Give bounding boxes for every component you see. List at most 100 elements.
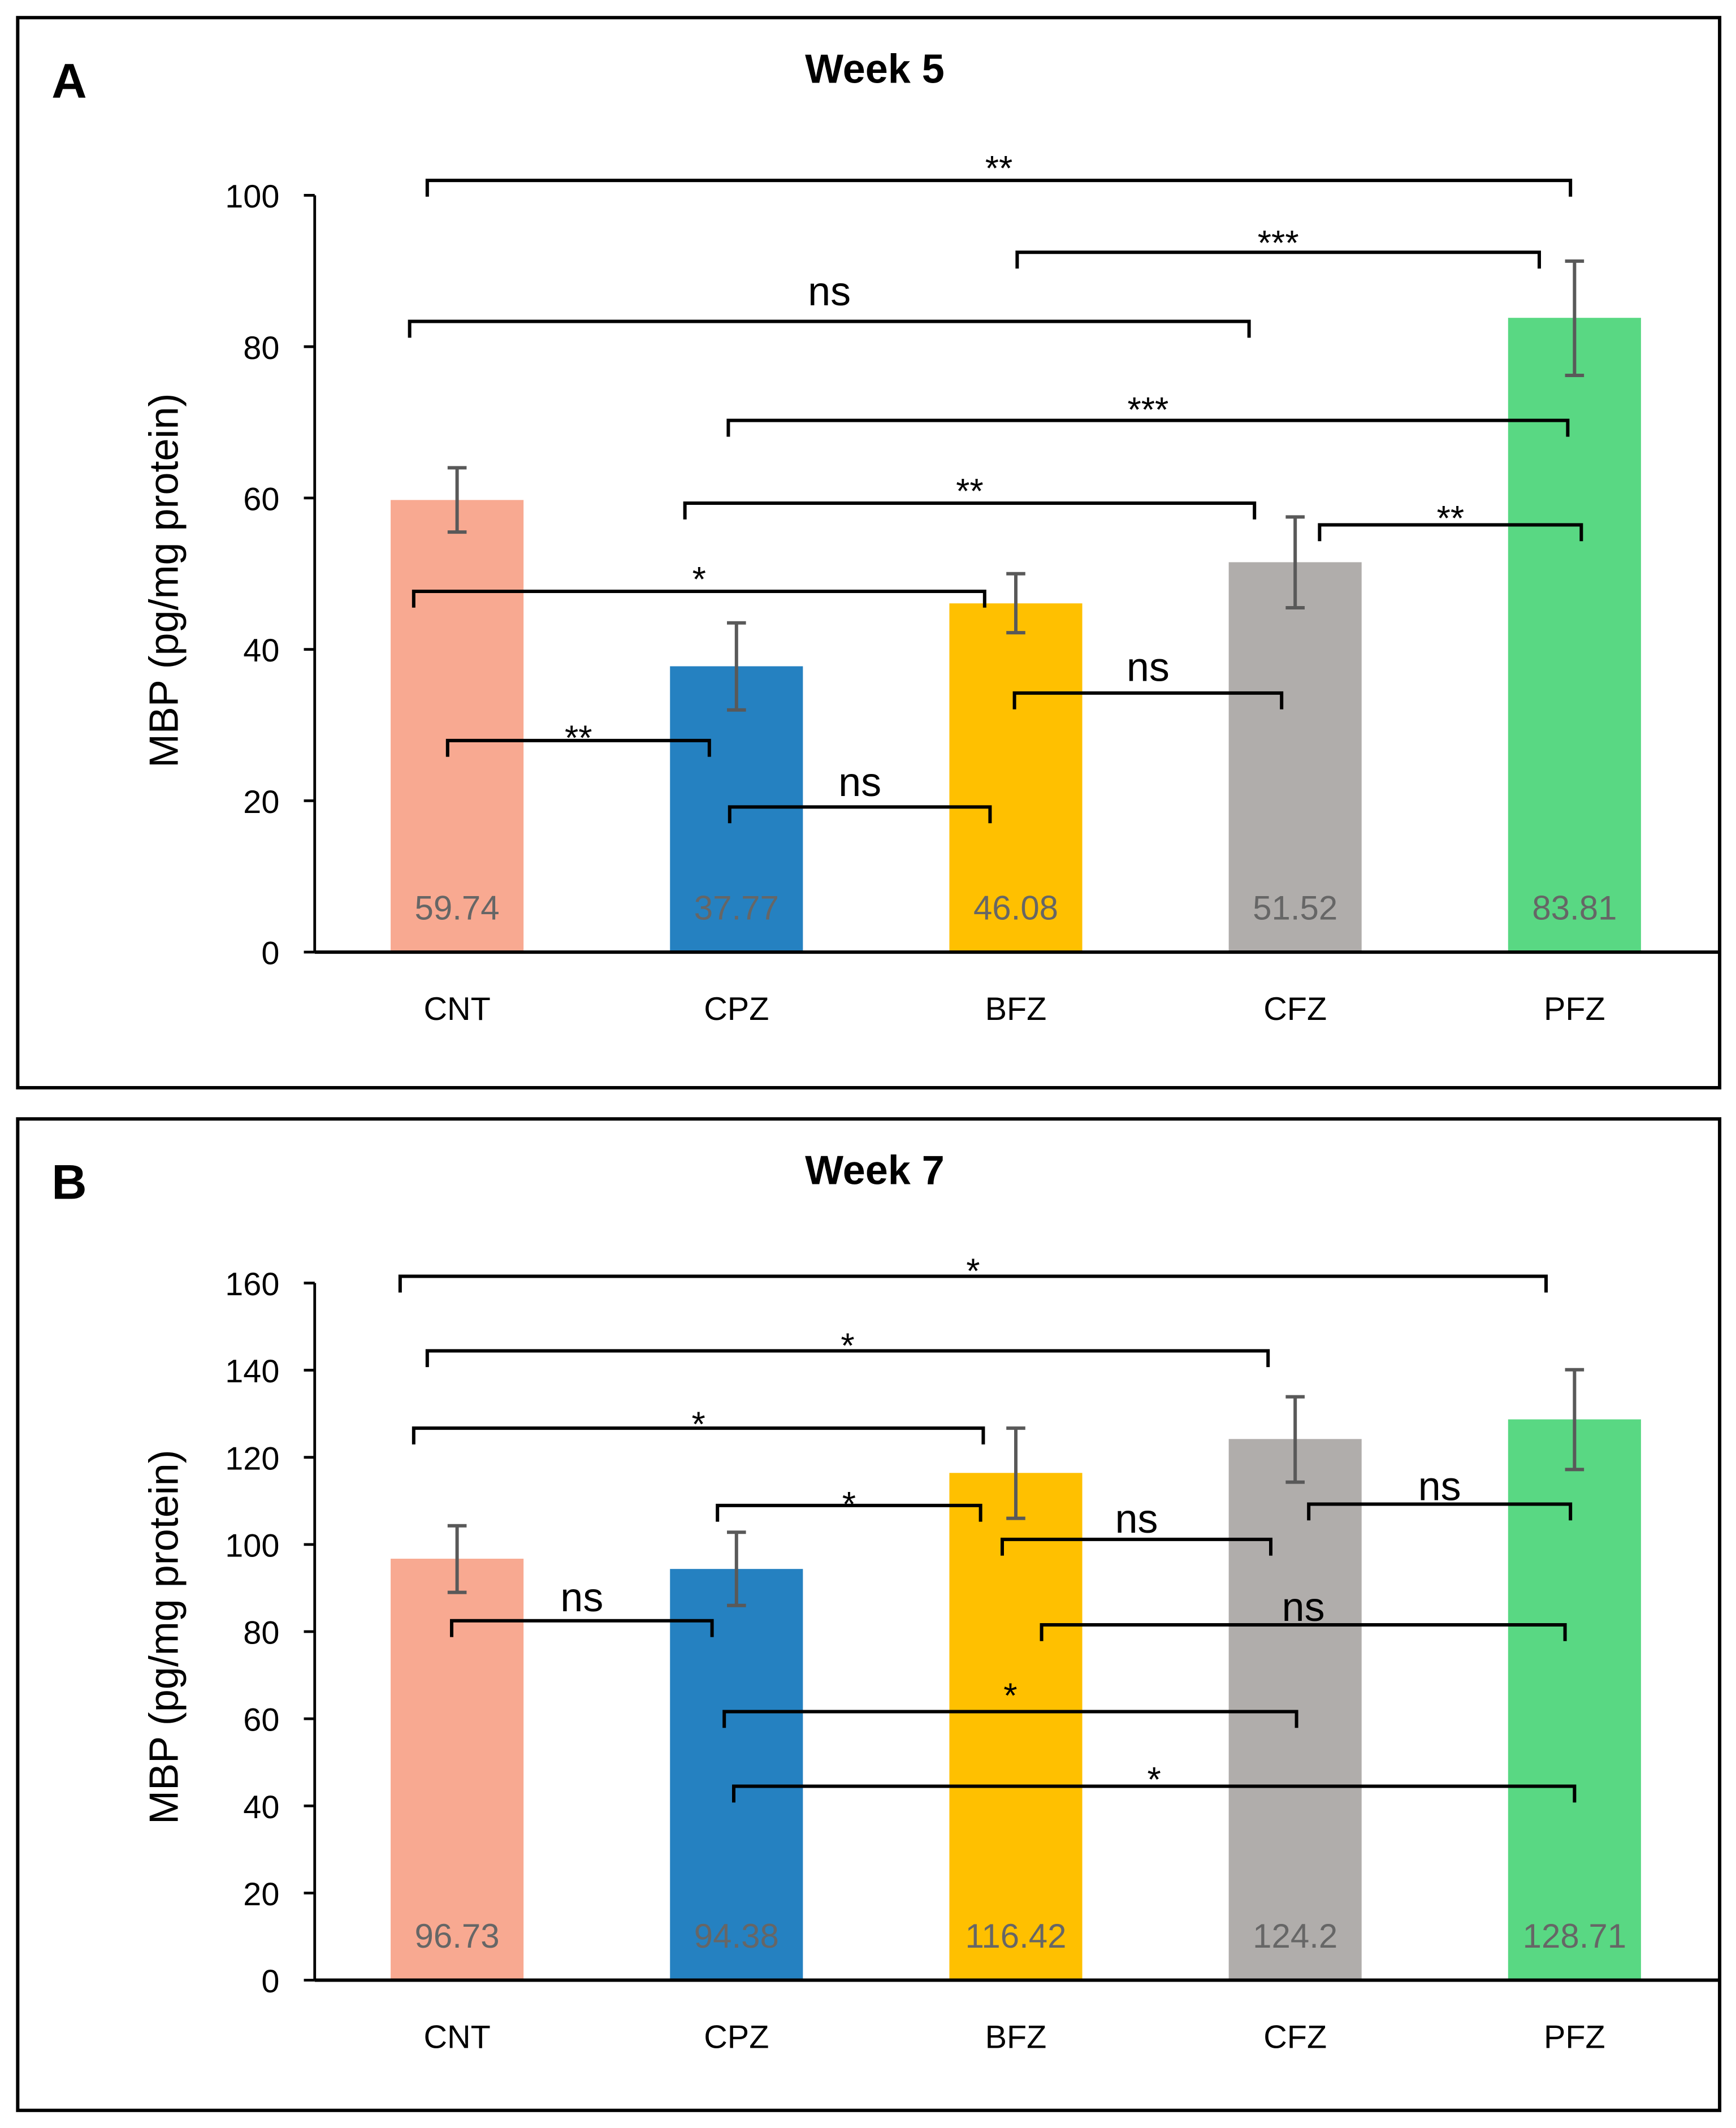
bracket-line	[1012, 691, 1284, 710]
bar-cnt	[391, 1559, 524, 1980]
significance-label: ns	[560, 1575, 603, 1620]
significance-bracket: ns	[1307, 1464, 1573, 1521]
panel-a-y-axis-label: MBP (pg/mg protein)	[141, 393, 187, 768]
significance-bracket: ns	[408, 269, 1251, 338]
panel-b-title: Week 7	[805, 1148, 945, 1193]
bar-cpz	[670, 1569, 803, 1980]
y-tick-label: 40	[243, 633, 279, 669]
significance-bracket: *	[412, 560, 986, 608]
y-tick-label: 100	[225, 1528, 279, 1564]
error-bar	[1285, 515, 1305, 610]
significance-bracket: *	[425, 1326, 1270, 1368]
bracket-line	[412, 589, 986, 608]
error-bar	[1565, 259, 1585, 378]
significance-bracket: *	[716, 1485, 982, 1524]
significance-bracket: ns	[728, 760, 992, 824]
x-tick-label: CNT	[423, 2019, 490, 2055]
panel-b-label: B	[51, 1156, 86, 1210]
bar-cfz	[1228, 562, 1362, 953]
bracket-line	[398, 1274, 1548, 1293]
bar-bfz	[949, 1473, 1083, 1980]
data-label: 94.38	[694, 1917, 779, 1955]
significance-label: *	[841, 1326, 854, 1365]
y-tick-label: 20	[243, 1876, 279, 1913]
significance-bracket: *	[732, 1761, 1577, 1803]
panel-b-y-axis-label: MBP (pg/mg protein)	[141, 1450, 187, 1824]
y-tick-label: 140	[225, 1353, 279, 1390]
x-tick-label: PFZ	[1544, 2019, 1605, 2055]
significance-bracket: ns	[450, 1575, 714, 1637]
significance-label: **	[1437, 499, 1465, 538]
bracket-line	[1040, 1623, 1567, 1641]
significance-bracket: **	[1318, 499, 1583, 542]
bar-pfz	[1508, 1419, 1641, 1980]
x-tick-label: CNT	[423, 991, 490, 1027]
significance-label: *	[691, 1405, 705, 1444]
panel-a: A Week 5 MBP (pg/mg protein) 0 20 40 60 80 10…	[16, 16, 1722, 1089]
data-label: 46.08	[973, 889, 1058, 927]
bracket-line	[408, 319, 1251, 338]
significance-label: *	[692, 560, 706, 599]
bracket-line	[425, 179, 1573, 197]
error-bar	[447, 466, 467, 534]
error-bar	[1565, 1368, 1585, 1472]
significance-label: ns	[1127, 645, 1170, 690]
significance-label: ns	[1115, 1496, 1158, 1542]
bracket-line	[683, 501, 1257, 520]
significance-bracket: *	[398, 1252, 1548, 1293]
significance-label: *	[842, 1485, 856, 1524]
panel-b-frame	[16, 1117, 1722, 2112]
bracket-line	[728, 805, 992, 824]
y-tick-label: 40	[243, 1789, 279, 1826]
significance-bracket: **	[683, 472, 1257, 520]
bar-cnt	[391, 500, 524, 953]
bracket-line	[445, 738, 711, 757]
data-label: 37.77	[694, 889, 779, 927]
bracket-line	[450, 1619, 714, 1637]
bracket-line	[425, 1349, 1270, 1368]
significance-bracket: ns	[1040, 1585, 1567, 1641]
significance-label: *	[1003, 1676, 1017, 1715]
data-label: 116.42	[965, 1917, 1066, 1955]
significance-bracket: ns	[1001, 1496, 1272, 1556]
bracket-line	[716, 1503, 982, 1522]
data-label: 59.74	[415, 889, 500, 927]
significance-label: *	[966, 1252, 980, 1291]
bracket-line	[1307, 1502, 1573, 1521]
error-bar	[1006, 1426, 1025, 1520]
significance-label: **	[956, 472, 984, 511]
y-tick-label: 60	[243, 481, 279, 517]
x-tick-label: CFZ	[1263, 991, 1327, 1027]
bar-cfz	[1228, 1439, 1362, 1980]
y-tick-label: 0	[261, 1963, 279, 2000]
bracket-line	[722, 1710, 1298, 1728]
bracket-line	[1318, 523, 1583, 542]
error-bar	[1006, 572, 1025, 635]
significance-bracket: ***	[726, 391, 1570, 437]
significance-bracket: ***	[1015, 224, 1541, 269]
error-bar	[727, 621, 746, 712]
y-tick-label: 0	[261, 936, 279, 972]
y-tick-label: 100	[225, 179, 279, 215]
y-tick-label: 120	[225, 1441, 279, 1477]
significance-bracket: ns	[1012, 645, 1284, 710]
error-bar	[447, 1524, 467, 1594]
bracket-line	[732, 1784, 1577, 1803]
significance-label: **	[985, 149, 1013, 188]
significance-label: ***	[1258, 224, 1299, 263]
bracket-line	[726, 418, 1570, 437]
panel-b: B Week 7 MBP (pg/mg protein) 0 20 40 60 80 10…	[16, 1117, 1722, 2112]
bar-bfz	[949, 603, 1083, 953]
x-tick-label: BFZ	[985, 991, 1047, 1027]
bar-cpz	[670, 666, 803, 953]
panel-a-frame	[16, 16, 1722, 1089]
significance-bracket: *	[412, 1405, 985, 1444]
x-tick-label: CFZ	[1263, 2019, 1327, 2055]
y-tick-label: 20	[243, 784, 279, 820]
panel-a-label: A	[51, 54, 86, 109]
significance-bracket: *	[722, 1676, 1298, 1728]
y-tick-label: 60	[243, 1702, 279, 1738]
error-bar	[1285, 1395, 1305, 1484]
bracket-line	[412, 1426, 985, 1444]
significance-label: ns	[1418, 1464, 1461, 1509]
